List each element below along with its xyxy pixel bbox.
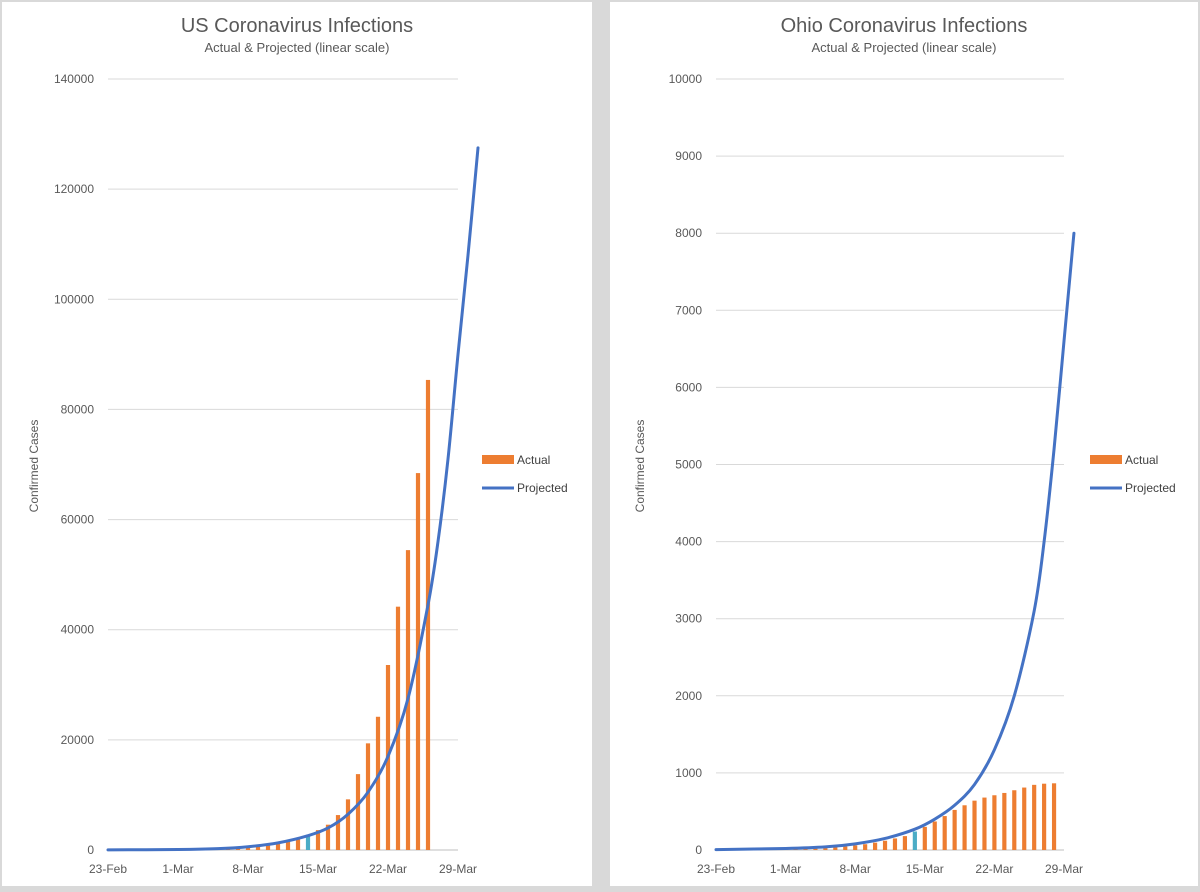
actual-bar	[1022, 787, 1027, 850]
actual-bar	[325, 824, 331, 850]
projected-line	[106, 146, 480, 852]
y-tick-label: 5000	[675, 458, 702, 472]
chart-subtitle: Actual & Projected (linear scale)	[205, 40, 390, 55]
y-tick-label: 0	[87, 843, 94, 857]
actual-bar	[355, 774, 361, 850]
chart-legend: Actual Projected	[1090, 453, 1176, 495]
actual-bar	[942, 816, 947, 850]
actual-bar	[1012, 790, 1017, 850]
us-chart-panel: US Coronavirus Infections Actual & Proje…	[2, 2, 592, 886]
actual-bar	[285, 841, 291, 850]
y-tick-label: 6000	[675, 380, 702, 394]
y-tick-label: 60000	[61, 513, 95, 527]
actual-bar	[853, 845, 858, 850]
projected-line	[714, 231, 1076, 852]
actual-bar	[982, 797, 987, 850]
actual-bars	[783, 783, 1057, 850]
actual-bars	[175, 379, 431, 850]
x-tick-label: 29-Mar	[439, 862, 477, 876]
actual-bar	[275, 842, 281, 850]
x-tick-label: 23-Feb	[697, 862, 735, 876]
actual-bar	[375, 716, 381, 850]
actual-bar	[365, 743, 371, 850]
x-tick-label: 29-Mar	[1045, 862, 1083, 876]
y-tick-label: 4000	[675, 535, 702, 549]
chart-legend: Actual Projected	[482, 453, 568, 495]
actual-bar	[823, 848, 828, 850]
chart-title: US Coronavirus Infections	[181, 15, 413, 37]
highlighted-bar	[912, 831, 917, 850]
y-tick-label: 0	[695, 843, 702, 857]
legend-actual-swatch	[1090, 455, 1122, 464]
y-axis-label: Confirmed Cases	[27, 420, 41, 513]
actual-bar	[793, 849, 798, 850]
x-tick-label: 8-Mar	[840, 862, 871, 876]
y-tick-label: 8000	[675, 226, 702, 240]
actual-bar	[843, 846, 848, 850]
actual-bar	[265, 844, 271, 850]
actual-bar	[863, 844, 868, 850]
actual-bar	[932, 821, 937, 850]
actual-bar	[992, 795, 997, 850]
y-tick-label: 20000	[61, 733, 95, 747]
legend-projected-label: Projected	[1125, 481, 1176, 495]
actual-bar	[892, 838, 898, 850]
x-tick-label: 23-Feb	[89, 862, 127, 876]
legend-actual-label: Actual	[517, 453, 550, 467]
highlighted-bar	[305, 834, 311, 850]
actual-bar	[245, 847, 251, 850]
actual-bar	[425, 379, 431, 850]
x-tick-label: 1-Mar	[770, 862, 801, 876]
x-tick-label: 22-Mar	[369, 862, 407, 876]
x-tick-label: 15-Mar	[299, 862, 337, 876]
y-tick-label: 140000	[54, 72, 94, 86]
actual-bar	[255, 846, 261, 850]
legend-actual-label: Actual	[1125, 453, 1158, 467]
y-tick-label: 120000	[54, 182, 94, 196]
y-tick-label: 7000	[675, 303, 702, 317]
y-tick-label: 1000	[675, 766, 702, 780]
chart-title: Ohio Coronavirus Infections	[781, 15, 1028, 37]
x-tick-label: 22-Mar	[975, 862, 1013, 876]
legend-actual-swatch	[482, 455, 514, 464]
actual-bar	[295, 837, 301, 850]
y-tick-label: 100000	[54, 292, 94, 306]
actual-bar	[952, 809, 957, 850]
y-tick-label: 3000	[675, 612, 702, 626]
y-tick-label: 80000	[61, 402, 95, 416]
actual-bar	[345, 799, 351, 850]
y-tick-label: 2000	[675, 689, 702, 703]
actual-bar	[335, 815, 341, 850]
actual-bar	[833, 847, 838, 850]
ohio-infections-chart: Ohio Coronavirus Infections Actual & Pro…	[633, 15, 1176, 876]
actual-bar	[1002, 792, 1007, 850]
actual-bar	[882, 840, 888, 850]
y-tick-label: 40000	[61, 623, 95, 637]
actual-bar	[972, 800, 977, 850]
actual-bar	[902, 836, 908, 850]
gridlines	[716, 78, 1064, 774]
x-tick-label: 1-Mar	[162, 862, 193, 876]
legend-projected-label: Projected	[517, 481, 568, 495]
actual-bar	[315, 830, 321, 850]
chart-subtitle: Actual & Projected (linear scale)	[812, 40, 997, 55]
x-tick-label: 8-Mar	[232, 862, 263, 876]
y-axis-label: Confirmed Cases	[633, 420, 647, 513]
x-tick-label: 15-Mar	[906, 862, 944, 876]
actual-bar	[1051, 783, 1057, 850]
actual-bar	[1032, 784, 1037, 850]
actual-bar	[1042, 783, 1047, 850]
actual-bar	[922, 826, 927, 850]
gridlines	[108, 78, 458, 741]
actual-bar	[813, 848, 818, 850]
us-infections-chart: US Coronavirus Infections Actual & Proje…	[27, 15, 568, 876]
actual-bar	[872, 842, 878, 850]
y-tick-label: 10000	[669, 72, 703, 86]
ohio-chart-panel: Ohio Coronavirus Infections Actual & Pro…	[610, 2, 1198, 886]
actual-bar	[803, 849, 808, 850]
actual-bar	[962, 805, 967, 850]
y-tick-label: 9000	[675, 149, 702, 163]
